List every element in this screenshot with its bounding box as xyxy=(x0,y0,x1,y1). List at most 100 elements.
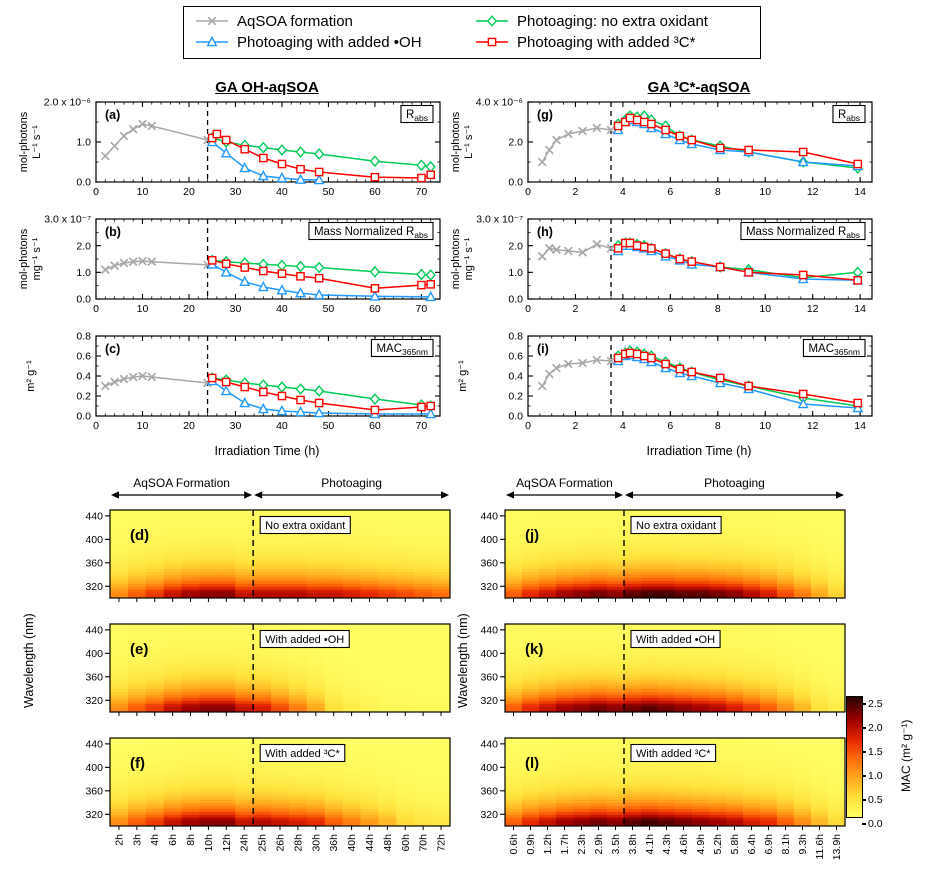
heatmap-cell xyxy=(811,779,829,783)
heatmap-cell xyxy=(163,548,183,552)
heatmap-cell xyxy=(692,706,710,710)
x-tick-label: 60h xyxy=(400,834,412,852)
heatmap-cell xyxy=(110,568,129,573)
heatmap-cell xyxy=(217,799,236,804)
heatmap-cell xyxy=(360,530,379,534)
heatmap-cell xyxy=(658,565,676,570)
heatmap-cell xyxy=(573,556,591,561)
heatmap-cell xyxy=(556,679,574,684)
heatmap-cell xyxy=(590,814,608,818)
heatmap-cell xyxy=(624,512,642,517)
heatmap-cell xyxy=(271,770,290,774)
panel-letter: (c) xyxy=(105,342,120,356)
heatmap-cell xyxy=(828,779,846,783)
heatmap-cell xyxy=(556,814,574,818)
heatmap-cell xyxy=(777,656,795,660)
heatmap-cell xyxy=(324,533,344,537)
heatmap-cell xyxy=(217,688,236,692)
heatmap-cell xyxy=(590,521,608,526)
heatmap-cell xyxy=(360,688,379,692)
heatmap-cell xyxy=(414,554,433,558)
heatmap-cell xyxy=(743,770,761,774)
heatmap-cell xyxy=(539,574,557,578)
heatmap-cell xyxy=(217,595,236,599)
heatmap-cell xyxy=(777,743,795,748)
heatmap-cell xyxy=(432,571,451,576)
heatmap-cell xyxy=(692,545,710,549)
heatmap-cell xyxy=(522,793,540,798)
heatmap-cell xyxy=(342,706,362,710)
heatmap-cell xyxy=(342,700,362,704)
heatmap-cell xyxy=(414,773,433,777)
heatmap-cell xyxy=(306,808,326,812)
heatmap-cell xyxy=(271,624,290,628)
heatmap-cell xyxy=(235,548,254,552)
heatmap-cell xyxy=(414,752,433,757)
heatmap-cell xyxy=(675,823,693,827)
heatmap-cell xyxy=(378,583,397,587)
heatmap-cell xyxy=(396,670,415,675)
heatmap-cell xyxy=(556,542,574,546)
heatmap-cell xyxy=(253,545,272,549)
heatmap-cell xyxy=(539,817,557,821)
heatmap-cell xyxy=(760,703,778,707)
heatmap-cell xyxy=(794,565,812,570)
heatmap-cell xyxy=(760,799,778,804)
heatmap-cell xyxy=(760,808,778,812)
heatmap-cell xyxy=(432,740,451,745)
heatmap-cell xyxy=(163,641,183,646)
heatmap-cell xyxy=(539,632,557,637)
square-marker xyxy=(296,395,305,405)
heatmap-cell xyxy=(590,691,608,695)
heatmap-cell xyxy=(145,685,165,690)
heatmap-cell xyxy=(414,629,433,634)
heatmap-cell xyxy=(794,571,812,576)
heatmap-cell xyxy=(110,554,129,558)
heatmap-cell xyxy=(306,823,326,827)
heatmap-cell xyxy=(306,536,326,540)
heatmap-cell xyxy=(360,589,379,593)
heatmap-cell xyxy=(692,656,710,660)
heatmap-cell xyxy=(556,706,574,710)
heatmap-cell xyxy=(539,799,557,804)
x-tick-label: 30 xyxy=(230,186,242,198)
heatmap-cell xyxy=(288,787,308,792)
heatmap-cell xyxy=(607,761,625,765)
heatmap-cell xyxy=(199,624,218,628)
heatmap-cell xyxy=(556,668,574,672)
heatmap-cell xyxy=(378,811,397,815)
heatmap-cell xyxy=(110,749,129,754)
heatmap-cell xyxy=(777,697,795,701)
heatmap-cell xyxy=(127,755,147,760)
heatmap-cell xyxy=(794,536,812,540)
y-tick-label: 2.0 xyxy=(76,240,91,252)
heatmap-cell xyxy=(396,682,415,687)
heatmap-cell xyxy=(624,691,642,695)
heatmap-cell xyxy=(539,539,557,543)
heatmap-cell xyxy=(360,767,379,771)
heatmap-cell xyxy=(253,691,272,695)
heatmap-cell xyxy=(396,752,415,757)
x-tick-label: 8h xyxy=(185,834,197,846)
heatmap-cell xyxy=(811,796,829,801)
heatmap-cell xyxy=(658,592,676,596)
heatmap-cell xyxy=(709,545,727,549)
heatmap-cell xyxy=(235,568,254,573)
panel-letter: (e) xyxy=(130,641,148,658)
heatmap-cell xyxy=(110,802,129,806)
heatmap-cell xyxy=(828,694,846,698)
heatmap-cell xyxy=(145,565,165,570)
heatmap-cell xyxy=(217,746,236,751)
heatmap-cell xyxy=(760,632,778,637)
heatmap-cell xyxy=(641,782,659,786)
heatmap-cell xyxy=(396,743,415,748)
heatmap-cell xyxy=(110,773,129,777)
heatmap-cell xyxy=(163,565,183,570)
x-tick-label: 20 xyxy=(183,186,195,198)
heatmap-cell xyxy=(110,776,129,780)
heatmap-cell xyxy=(342,688,362,692)
heatmap-cell xyxy=(709,662,727,666)
heatmap-cell xyxy=(199,805,218,809)
heatmap-cell xyxy=(396,568,415,573)
heatmap-cell xyxy=(378,697,397,701)
